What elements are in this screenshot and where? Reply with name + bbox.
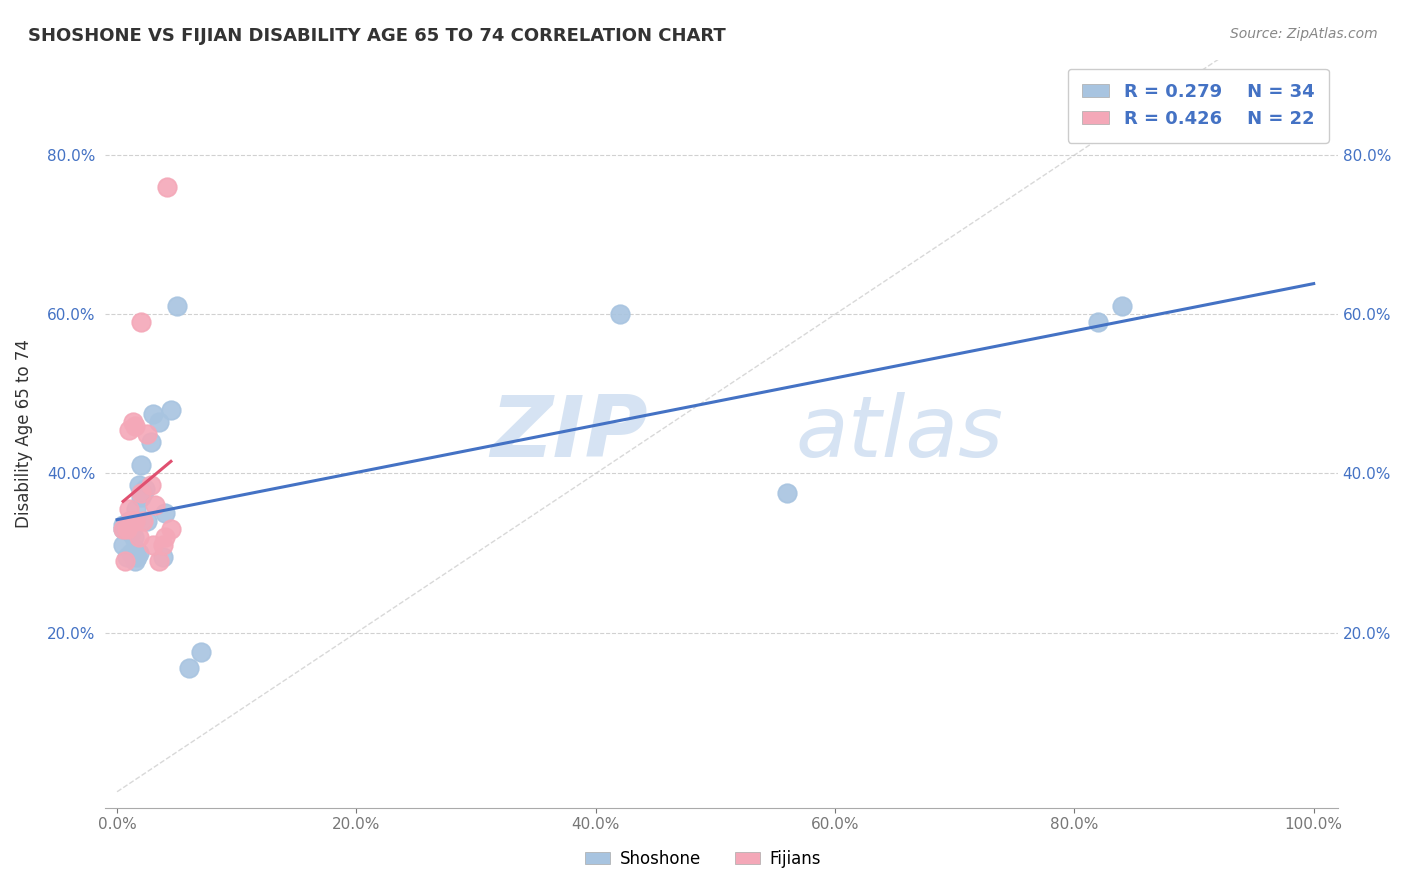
Point — [128, 478, 150, 492]
Point — [152, 538, 174, 552]
Point — [153, 530, 176, 544]
Legend: R = 0.279    N = 34, R = 0.426    N = 22: R = 0.279 N = 34, R = 0.426 N = 22 — [1067, 69, 1329, 143]
Point — [118, 502, 141, 516]
Point — [124, 542, 146, 557]
Point — [776, 486, 799, 500]
Point — [129, 491, 152, 505]
Point — [152, 549, 174, 564]
Point — [156, 180, 179, 194]
Point — [120, 546, 142, 560]
Point — [112, 522, 135, 536]
Point — [121, 546, 143, 560]
Point — [1087, 315, 1109, 329]
Point — [129, 486, 152, 500]
Point — [125, 502, 148, 516]
Text: SHOSHONE VS FIJIAN DISABILITY AGE 65 TO 74 CORRELATION CHART: SHOSHONE VS FIJIAN DISABILITY AGE 65 TO … — [28, 27, 725, 45]
Point — [190, 645, 212, 659]
Point — [124, 418, 146, 433]
Point — [118, 423, 141, 437]
Point — [118, 518, 141, 533]
Point — [124, 514, 146, 528]
Point — [177, 661, 200, 675]
Point — [166, 299, 188, 313]
Y-axis label: Disability Age 65 to 74: Disability Age 65 to 74 — [15, 339, 32, 528]
Point — [139, 478, 162, 492]
Point — [609, 307, 631, 321]
Text: ZIP: ZIP — [489, 392, 647, 475]
Text: Source: ZipAtlas.com: Source: ZipAtlas.com — [1230, 27, 1378, 41]
Point — [114, 554, 136, 568]
Point — [128, 546, 150, 560]
Point — [134, 483, 156, 497]
Point — [120, 514, 142, 528]
Point — [1111, 299, 1133, 313]
Point — [132, 486, 155, 500]
Point — [148, 554, 170, 568]
Point — [115, 522, 138, 536]
Point — [128, 530, 150, 544]
Point — [120, 526, 142, 541]
Point — [142, 407, 165, 421]
Point — [136, 426, 159, 441]
Point — [124, 554, 146, 568]
Point — [153, 506, 176, 520]
Text: atlas: atlas — [796, 392, 1004, 475]
Legend: Shoshone, Fijians: Shoshone, Fijians — [578, 844, 828, 875]
Point — [122, 530, 145, 544]
Point — [139, 434, 162, 449]
Point — [145, 498, 167, 512]
Point — [121, 415, 143, 429]
Point — [160, 402, 183, 417]
Point — [112, 522, 135, 536]
Point — [136, 514, 159, 528]
Point — [112, 538, 135, 552]
Point — [115, 549, 138, 564]
Point — [112, 518, 135, 533]
Point — [118, 514, 141, 528]
Point — [142, 538, 165, 552]
Point — [160, 522, 183, 536]
Point — [129, 315, 152, 329]
Point — [148, 415, 170, 429]
Point — [132, 514, 155, 528]
Point — [129, 458, 152, 473]
Point — [127, 549, 149, 564]
